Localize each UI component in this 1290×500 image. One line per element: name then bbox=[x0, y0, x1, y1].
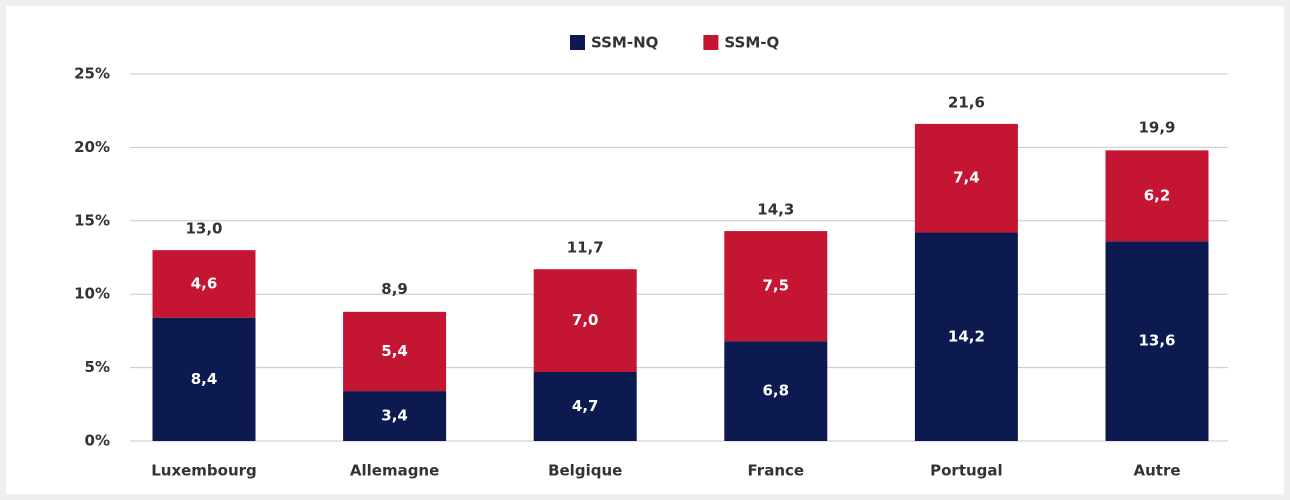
y-tick-label: 5% bbox=[85, 358, 110, 376]
x-tick-label: Autre bbox=[1133, 462, 1180, 480]
x-tick-label: Portugal bbox=[930, 462, 1003, 480]
total-label: 21,6 bbox=[948, 93, 985, 111]
value-label: 4,7 bbox=[572, 397, 599, 415]
total-label: 8,9 bbox=[381, 280, 408, 298]
bar-segment bbox=[1105, 150, 1209, 242]
total-label: 14,3 bbox=[757, 201, 794, 219]
x-tick-label: France bbox=[748, 462, 805, 480]
value-label: 6,8 bbox=[763, 382, 790, 400]
bar-segment bbox=[152, 317, 256, 441]
bar-segment bbox=[1105, 241, 1209, 441]
value-label: 6,2 bbox=[1144, 186, 1171, 204]
bar-segment bbox=[914, 232, 1018, 441]
value-label: 7,4 bbox=[953, 169, 980, 187]
value-label: 7,5 bbox=[763, 277, 790, 295]
y-tick-label: 20% bbox=[74, 138, 110, 156]
value-label: 14,2 bbox=[948, 327, 985, 345]
y-tick-label: 10% bbox=[74, 285, 110, 303]
x-tick-label: Luxembourg bbox=[151, 462, 257, 480]
value-label: 3,4 bbox=[381, 407, 408, 425]
value-label: 7,0 bbox=[572, 311, 599, 329]
x-tick-label: Allemagne bbox=[350, 462, 439, 480]
bar-segment bbox=[724, 341, 828, 441]
bar-segment bbox=[343, 311, 447, 392]
y-tick-label: 15% bbox=[74, 211, 110, 229]
value-label: 4,6 bbox=[191, 274, 218, 292]
y-tick-label: 25% bbox=[74, 65, 110, 83]
bar-segment bbox=[533, 269, 637, 373]
bar-segment bbox=[533, 372, 637, 441]
legend-label: SSM-NQ bbox=[591, 34, 658, 52]
value-label: 13,6 bbox=[1138, 332, 1175, 350]
total-label: 13,0 bbox=[185, 220, 222, 238]
legend-swatch bbox=[703, 35, 719, 50]
y-tick-label: 0% bbox=[85, 432, 110, 450]
value-label: 5,4 bbox=[381, 342, 408, 360]
legend-label: SSM-Q bbox=[724, 34, 779, 52]
bar-segment bbox=[152, 250, 256, 318]
value-label: 8,4 bbox=[191, 370, 218, 388]
legend-swatch bbox=[570, 35, 585, 50]
x-tick-label: Belgique bbox=[548, 462, 622, 480]
bar-segment bbox=[343, 391, 447, 441]
total-label: 11,7 bbox=[567, 239, 604, 257]
bar-segment bbox=[724, 231, 828, 342]
bar-segment bbox=[914, 123, 1018, 233]
total-label: 19,9 bbox=[1138, 118, 1175, 136]
